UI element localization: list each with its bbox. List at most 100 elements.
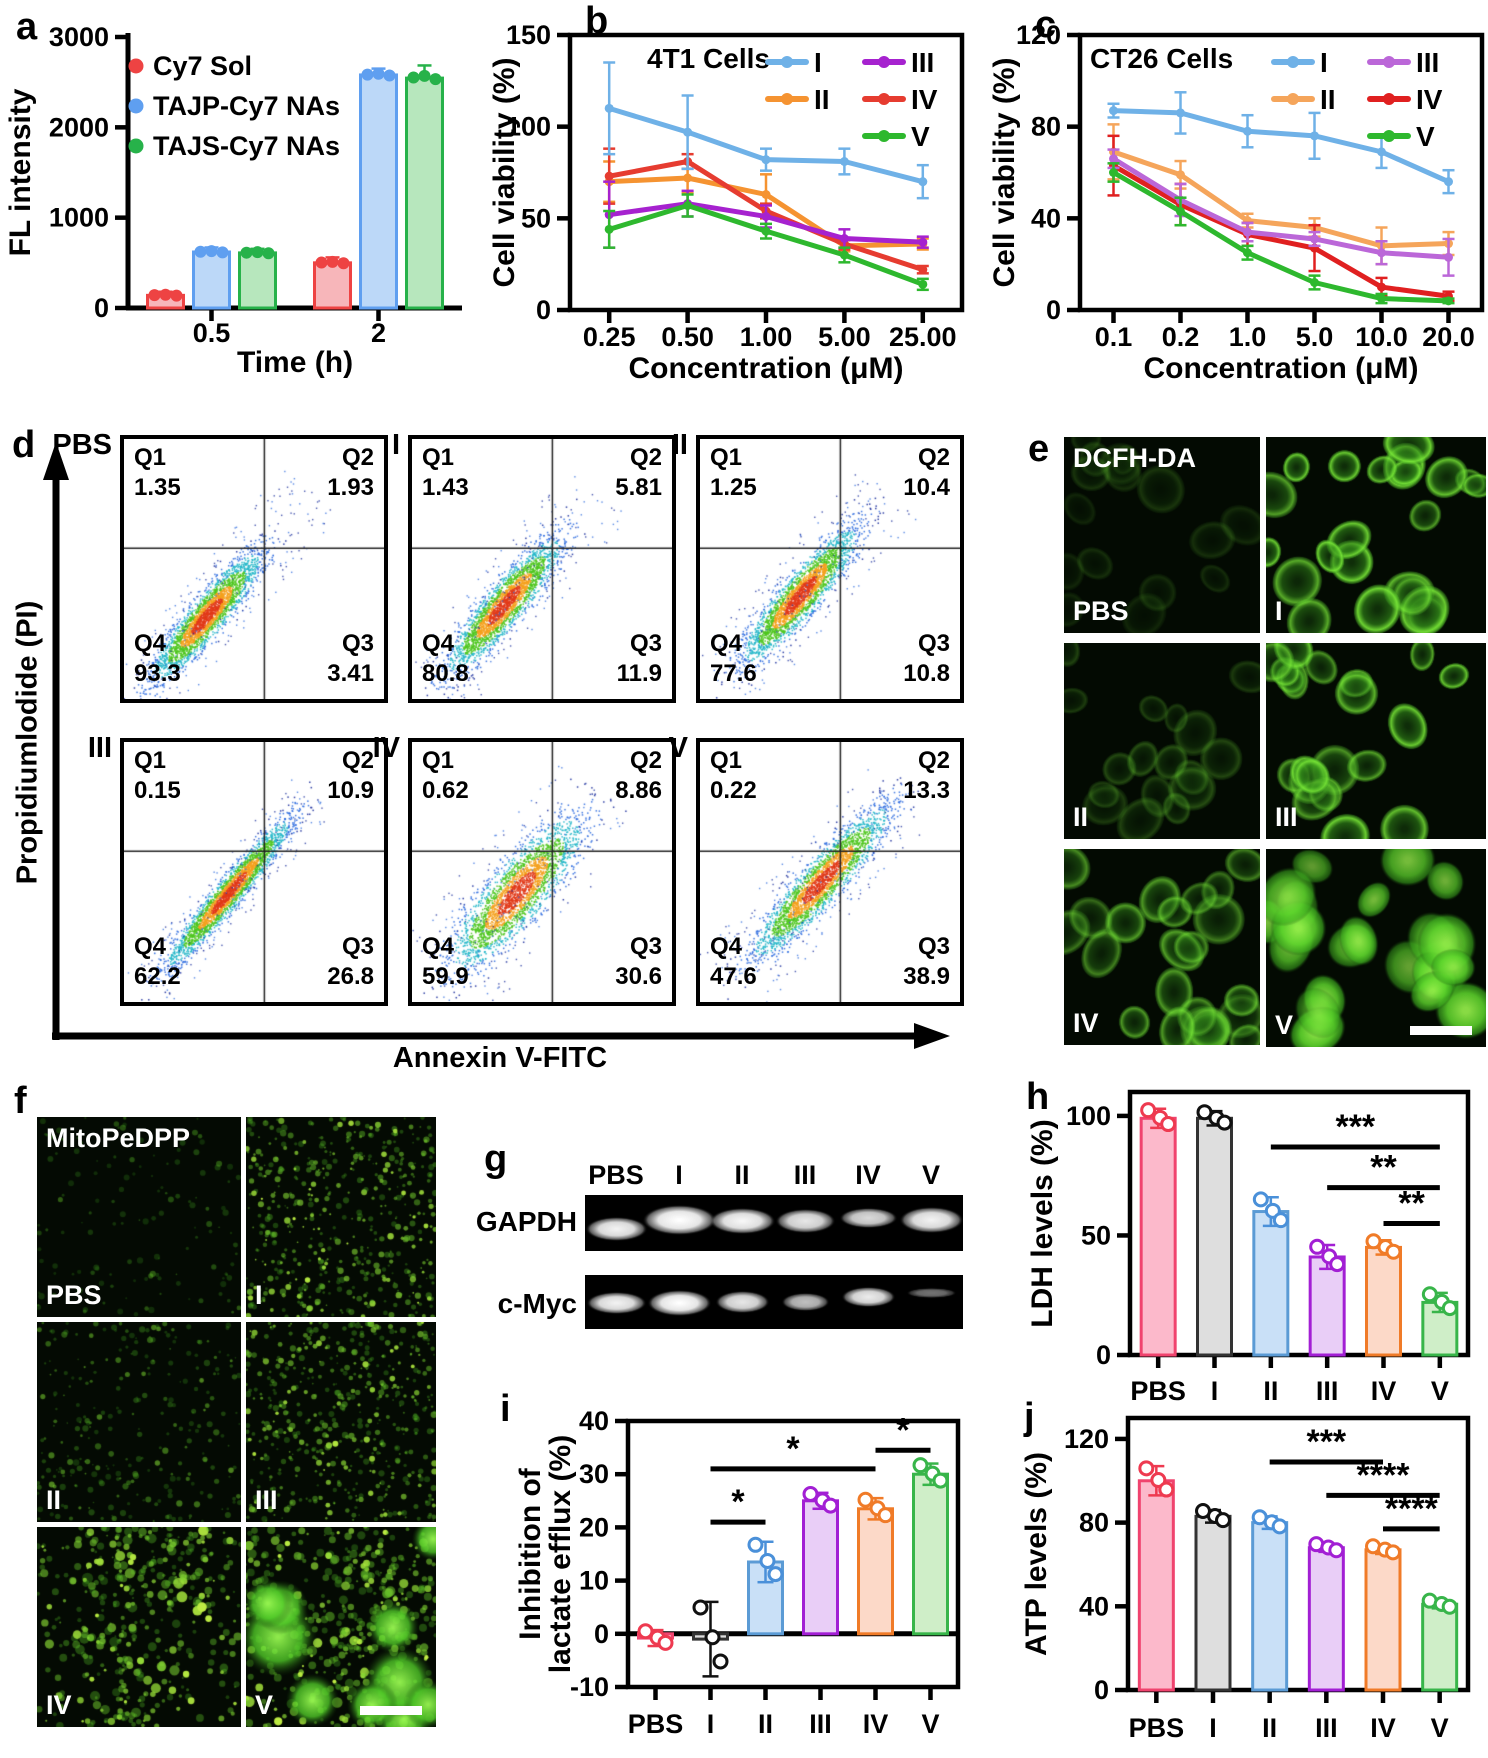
quadrant-value: 5.81 — [615, 474, 662, 501]
svg-text:III: III — [911, 47, 934, 78]
quadrant-value: 93.3 — [134, 660, 181, 687]
panel-letter-j: j — [1024, 1396, 1035, 1438]
blot-row-label-cmyc: c-Myc — [497, 1288, 577, 1319]
panel-letter-i: i — [500, 1388, 511, 1430]
svg-text:III: III — [809, 1709, 832, 1739]
quadrant-value: 38.9 — [903, 963, 950, 990]
fluorescence-image — [37, 1117, 241, 1317]
quadrant-value: 13.3 — [903, 777, 950, 804]
microscopy-tile-I: I — [246, 1117, 436, 1317]
svg-text:II: II — [814, 84, 830, 115]
scale-bar — [360, 1706, 422, 1715]
svg-text:I: I — [1209, 1713, 1217, 1743]
flow-plot-III: Q1 0.15 Q2 10.9 Q3 26.8 Q4 62.2 — [120, 738, 388, 1006]
svg-text:****: **** — [1357, 1456, 1411, 1494]
quadrant-name: Q3 — [917, 630, 950, 657]
svg-text:ATP levels (%): ATP levels (%) — [1020, 1452, 1053, 1656]
svg-text:IV: IV — [1416, 84, 1443, 115]
tile-group-label: III — [1275, 802, 1298, 832]
svg-text:10: 10 — [579, 1566, 609, 1596]
microscopy-tile-I: I — [1266, 437, 1486, 633]
svg-text:120: 120 — [1064, 1424, 1109, 1454]
flow-scatter-canvas — [700, 439, 960, 699]
fluorescence-image — [37, 1322, 241, 1522]
quadrant-stats-Q4: Q4 80.8 — [422, 629, 542, 689]
svg-text:Concentration (μM): Concentration (μM) — [629, 352, 904, 385]
flow-scatter-canvas — [700, 742, 960, 1002]
microscopy-tile-IV: IV — [37, 1527, 241, 1727]
panel-letter-g: g — [484, 1138, 508, 1180]
flow-scatter-canvas — [412, 742, 672, 1002]
svg-text:TAJS-Cy7 NAs: TAJS-Cy7 NAs — [153, 131, 340, 161]
quadrant-name: Q2 — [917, 444, 950, 471]
flow-plot-label: V — [668, 732, 688, 764]
blot-lane-label: II — [734, 1160, 750, 1190]
panel-letter-c: c — [1035, 4, 1057, 46]
svg-text:**: ** — [1398, 1185, 1425, 1223]
svg-text:*: * — [896, 1411, 910, 1449]
quadrant-stats-Q1: Q1 1.25 — [710, 443, 830, 503]
gapdh-blot-strip — [585, 1195, 963, 1251]
quadrant-value: 10.8 — [903, 660, 950, 687]
svg-text:LDH levels (%): LDH levels (%) — [1026, 1119, 1059, 1327]
tile-group-label: II — [1073, 802, 1089, 832]
blot-row-label-gapdh: GAPDH — [475, 1206, 577, 1237]
quadrant-name: Q3 — [917, 933, 950, 960]
microscopy-tile-V: V — [246, 1527, 436, 1727]
tile-group-label: V — [1275, 1010, 1294, 1040]
flow-plot-label: IV — [372, 732, 400, 764]
quadrant-stats-Q3: Q3 3.41 — [254, 629, 374, 689]
svg-text:I: I — [707, 1709, 715, 1739]
svg-text:25.00: 25.00 — [889, 322, 957, 352]
quadrant-name: Q4 — [710, 630, 743, 657]
svg-text:II: II — [1262, 1713, 1277, 1743]
stain-label: DCFH-DA — [1073, 443, 1196, 473]
svg-text:Cell viability (%): Cell viability (%) — [988, 57, 1021, 287]
svg-text:III: III — [1316, 1376, 1339, 1406]
svg-text:IV: IV — [863, 1709, 889, 1739]
chart-fl-intensity: 0 1000 2000 3000 FL intensity 0.5 2 Time (h) Cy7… — [4, 22, 462, 379]
quadrant-name: Q4 — [710, 933, 743, 960]
svg-text:Concentration (μM): Concentration (μM) — [1144, 352, 1419, 385]
svg-text:2: 2 — [371, 318, 386, 348]
panel-letter-b: b — [585, 0, 609, 42]
quadrant-name: Q3 — [341, 933, 374, 960]
svg-text:0.2: 0.2 — [1162, 322, 1200, 352]
quadrant-name: Q1 — [134, 747, 167, 774]
flow-plot-label: PBS — [52, 429, 112, 461]
svg-text:150: 150 — [506, 20, 551, 50]
chart-ct26-viability: 0 40 80 120 Cell viability (%) 0.1 0.2 1.0 5.0 10… — [988, 20, 1485, 385]
quadrant-stats-Q3: Q3 10.8 — [830, 629, 950, 689]
svg-text:***: *** — [1306, 1423, 1346, 1461]
svg-text:CT26 Cells: CT26 Cells — [1090, 43, 1233, 74]
quadrant-value: 11.9 — [616, 660, 662, 687]
tile-group-label: I — [1275, 596, 1283, 626]
svg-text:40: 40 — [1031, 203, 1061, 233]
panel-letter-f: f — [14, 1080, 27, 1122]
quadrant-stats-Q3: Q3 11.9 — [542, 629, 662, 689]
microscopy-tile-V: V — [1266, 849, 1486, 1047]
stain-label: MitoPeDPP — [46, 1123, 191, 1153]
quadrant-name: Q4 — [422, 933, 455, 960]
svg-text:0: 0 — [1046, 295, 1061, 325]
quadrant-stats-Q2: Q2 8.86 — [542, 746, 662, 806]
svg-text:0: 0 — [536, 295, 551, 325]
quadrant-name: Q1 — [134, 444, 167, 471]
quadrant-name: Q4 — [134, 630, 167, 657]
tile-group-label: III — [255, 1485, 278, 1515]
panel-letter-h: h — [1026, 1076, 1050, 1118]
quadrant-value: 62.2 — [134, 963, 181, 990]
quadrant-stats-Q2: Q2 10.4 — [830, 443, 950, 503]
quadrant-name: Q1 — [422, 747, 455, 774]
svg-text:II: II — [1320, 84, 1336, 115]
svg-text:80: 80 — [1079, 1508, 1109, 1538]
svg-text:50: 50 — [1081, 1220, 1111, 1250]
quadrant-name: Q2 — [629, 444, 662, 471]
svg-text:IV: IV — [1371, 1376, 1397, 1406]
svg-text:20.0: 20.0 — [1422, 322, 1475, 352]
quadrant-stats-Q4: Q4 59.9 — [422, 932, 542, 992]
quadrant-name: Q3 — [629, 933, 662, 960]
quadrant-stats-Q4: Q4 47.6 — [710, 932, 830, 992]
tile-group-label: IV — [1073, 1008, 1099, 1038]
